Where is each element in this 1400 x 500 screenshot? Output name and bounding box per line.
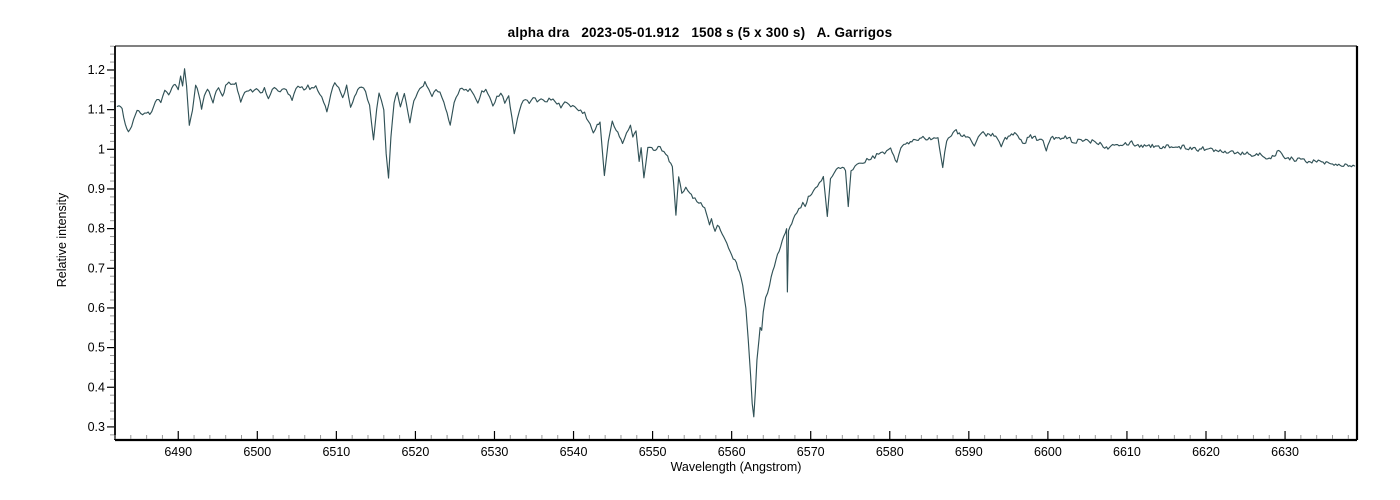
y-tick-label: 1.1 bbox=[88, 103, 105, 117]
y-tick-label: 1 bbox=[98, 142, 105, 156]
x-tick-label: 6590 bbox=[955, 445, 983, 459]
x-tick-label: 6580 bbox=[876, 445, 904, 459]
x-tick-label: 6630 bbox=[1271, 445, 1299, 459]
x-tick-label: 6620 bbox=[1192, 445, 1220, 459]
x-tick-label: 6610 bbox=[1113, 445, 1141, 459]
spectrum-line bbox=[116, 68, 1356, 418]
y-tick-label: 0.7 bbox=[88, 261, 105, 275]
x-tick-label: 6560 bbox=[718, 445, 746, 459]
y-tick-label: 0.3 bbox=[88, 420, 105, 434]
x-tick-label: 6500 bbox=[243, 445, 271, 459]
y-ticks: 0.3 0.4 0.5 0.6 0.7 0.8 0.9 1 1.1 1.2 bbox=[88, 45, 114, 436]
x-tick-label: 6510 bbox=[322, 445, 350, 459]
x-tick-label: 6520 bbox=[402, 445, 430, 459]
x-tick-label: 6600 bbox=[1034, 445, 1062, 459]
y-tick-label: 0.8 bbox=[88, 222, 105, 236]
x-axis-title: Wavelength (Angstrom) bbox=[670, 460, 802, 474]
y-tick-label: 0.9 bbox=[88, 182, 105, 196]
x-tick-label: 6570 bbox=[797, 445, 825, 459]
y-tick-label: 0.6 bbox=[88, 301, 105, 315]
x-tick-label: 6490 bbox=[164, 445, 192, 459]
chart-title: alpha dra 2023-05-01.912 1508 s (5 x 300… bbox=[507, 25, 893, 40]
y-tick-label: 1.2 bbox=[88, 63, 105, 77]
y-axis-title: Relative intensity bbox=[55, 192, 69, 288]
y-tick-label: 0.5 bbox=[88, 341, 105, 355]
plot-box bbox=[114, 45, 1359, 442]
x-tick-label: 6530 bbox=[481, 445, 509, 459]
x-tick-label: 6540 bbox=[560, 445, 588, 459]
x-ticks: 6490 6500 6510 6520 6530 6540 6550 6560 6570 6580… bbox=[114, 431, 1349, 459]
y-tick-label: 0.4 bbox=[88, 380, 105, 394]
x-tick-label: 6550 bbox=[639, 445, 667, 459]
